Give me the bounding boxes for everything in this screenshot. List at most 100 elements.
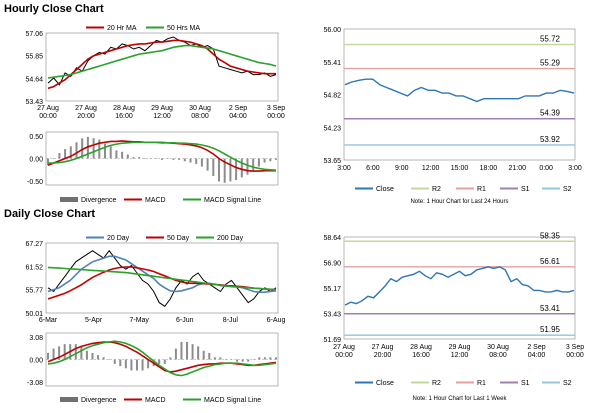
hourly-levels-xtick: 3:00 xyxy=(568,165,582,172)
daily-levels-xtick: 04:00 xyxy=(528,352,546,359)
daily-close-line xyxy=(344,266,575,306)
daily-levels-xtick: 00:00 xyxy=(566,352,584,359)
hourly-price-xtick: 00:00 xyxy=(39,113,57,120)
hourly-divergence-bar xyxy=(86,136,89,159)
daily-series-200-day xyxy=(47,266,277,291)
hourly-divergence-bar xyxy=(47,158,49,166)
daily-divergence-bar xyxy=(80,346,83,360)
hourly-macd-legend-1-label: MACD xyxy=(145,197,166,204)
daily-divergence-bar xyxy=(263,357,266,360)
hourly-level-label: 53.92 xyxy=(540,135,561,144)
hourly-series-50-hrs-ma xyxy=(47,44,277,79)
daily-levels-xtick: 12:00 xyxy=(451,352,469,359)
daily-levels-ytick: 51.69 xyxy=(323,337,341,344)
hourly-price-xtick: 28 Aug xyxy=(113,105,135,112)
daily-divergence-bar xyxy=(130,359,133,371)
daily-divergence-bar xyxy=(124,359,127,369)
daily-divergence-bar xyxy=(163,359,166,364)
daily-divergence-bar xyxy=(247,359,250,362)
hourly-levels-note: Note: 1 Hour Chart for Last 24 Hours xyxy=(410,199,508,205)
daily-divergence-bar xyxy=(85,350,88,360)
hourly-divergence-bar xyxy=(200,158,203,167)
hourly-divergence-bar xyxy=(229,158,232,182)
daily-levels-xtick: 2 Sep xyxy=(527,344,545,351)
hourly-divergence-bar xyxy=(206,158,209,171)
hourly-divergence-bar xyxy=(166,158,169,159)
hourly-divergence-bar xyxy=(178,158,181,160)
daily-macd-ytick: 3.08 xyxy=(29,335,43,342)
hourly-divergence-bar xyxy=(275,158,277,160)
daily-divergence-bar xyxy=(102,357,105,360)
hourly-divergence-bar xyxy=(64,149,67,159)
hourly-divergence-bar xyxy=(223,158,226,183)
hourly-price-legend-1-label: 50 Hrs MA xyxy=(167,25,200,32)
daily-macd-legend-1-label: MACD xyxy=(145,397,166,404)
hourly-divergence-bar xyxy=(69,146,72,159)
hourly-divergence-bar xyxy=(269,158,272,162)
hourly-price-xtick: 12:00 xyxy=(153,113,171,120)
hourly-series-close xyxy=(47,36,277,86)
daily-levels-xtick: 16:00 xyxy=(412,352,430,359)
daily-levels-xtick: 00:00 xyxy=(335,352,353,359)
hourly-price-xtick: 30 Aug xyxy=(189,105,211,112)
daily-divergence-bar xyxy=(202,350,205,360)
daily-divergence-bar xyxy=(91,352,94,360)
daily-level-label: 56.61 xyxy=(540,257,561,266)
hourly-price-legend-0-label: 20 Hr MA xyxy=(107,25,137,32)
daily-price-ytick: 50.01 xyxy=(25,311,43,318)
hourly-divergence-bar xyxy=(183,158,186,162)
hourly-macd-legend-0-label: Divergence xyxy=(81,197,117,204)
daily-levels-xtick: 20:00 xyxy=(374,352,392,359)
hourly-levels-ytick: 54.23 xyxy=(323,125,341,132)
hourly-divergence-bar xyxy=(172,158,175,160)
hourly-divergence-bar xyxy=(58,153,61,159)
hourly-price-xtick: 00:00 xyxy=(267,113,285,120)
hourly-divergence-bar xyxy=(52,158,55,159)
hourly-price-ytick: 57.06 xyxy=(25,31,43,38)
hourly-series-20-hr-ma xyxy=(47,39,276,90)
hourly-price-xtick: 08:00 xyxy=(191,113,209,120)
hourly-levels-legend-2-label: R1 xyxy=(477,186,486,193)
daily-divergence-bar xyxy=(269,357,272,360)
hourly-divergence-bar xyxy=(235,158,238,181)
hourly-levels-xtick: 15:00 xyxy=(451,165,469,172)
daily-price-xtick: 8-Jul xyxy=(223,317,239,324)
daily-divergence-bar xyxy=(258,357,261,360)
daily-divergence-bar xyxy=(213,357,216,360)
daily-levels-xtick: 30 Aug xyxy=(487,344,509,351)
hourly-divergence-bar xyxy=(155,158,158,159)
daily-divergence-bar xyxy=(174,348,177,360)
hourly-levels-ytick: 56.00 xyxy=(323,27,341,34)
daily-levels-legend-0-label: Close xyxy=(376,380,394,387)
hourly-levels-ytick: 53.65 xyxy=(323,158,341,165)
hourly-macd-ytick: 0.50 xyxy=(29,134,43,141)
daily-levels-xtick: 29 Aug xyxy=(449,344,471,351)
daily-macd-legend-0-swatch xyxy=(60,397,78,402)
hourly-divergence-bar xyxy=(92,138,95,159)
hourly-title: Hourly Close Chart xyxy=(4,3,104,15)
hourly-levels-xtick: 18:00 xyxy=(480,165,498,172)
hourly-price-xtick: 04:00 xyxy=(229,113,247,120)
daily-macd-legend-2-label: MACD Signal Line xyxy=(204,397,261,404)
hourly-price-xtick: 2 Sep xyxy=(229,105,247,112)
daily-levels-ytick: 58.64 xyxy=(323,235,341,242)
daily-divergence-bar xyxy=(191,344,194,360)
hourly-levels-xtick: 9:00 xyxy=(395,165,409,172)
hourly-levels-legend-1-label: R2 xyxy=(432,186,441,193)
daily-price-legend-2-label: 200 Day xyxy=(217,235,244,242)
daily-levels-xtick: 3 Sep xyxy=(566,344,584,351)
daily-price-xtick: 6-Aug xyxy=(267,317,286,324)
hourly-levels-frame xyxy=(343,28,576,161)
daily-title: Daily Close Chart xyxy=(4,208,96,220)
daily-divergence-bar xyxy=(74,344,77,360)
hourly-level-label: 55.29 xyxy=(540,59,561,68)
hourly-macd-legend-0-swatch xyxy=(60,197,78,202)
hourly-price-frame xyxy=(45,32,279,102)
hourly-price-xtick: 20:00 xyxy=(77,113,95,120)
hourly-levels-xtick: 0:00 xyxy=(539,165,553,172)
daily-levels-legend-1-label: R2 xyxy=(432,380,441,387)
daily-divergence-bar xyxy=(47,352,49,360)
hourly-divergence-bar xyxy=(218,158,220,182)
hourly-levels-legend-0-label: Close xyxy=(376,186,394,193)
